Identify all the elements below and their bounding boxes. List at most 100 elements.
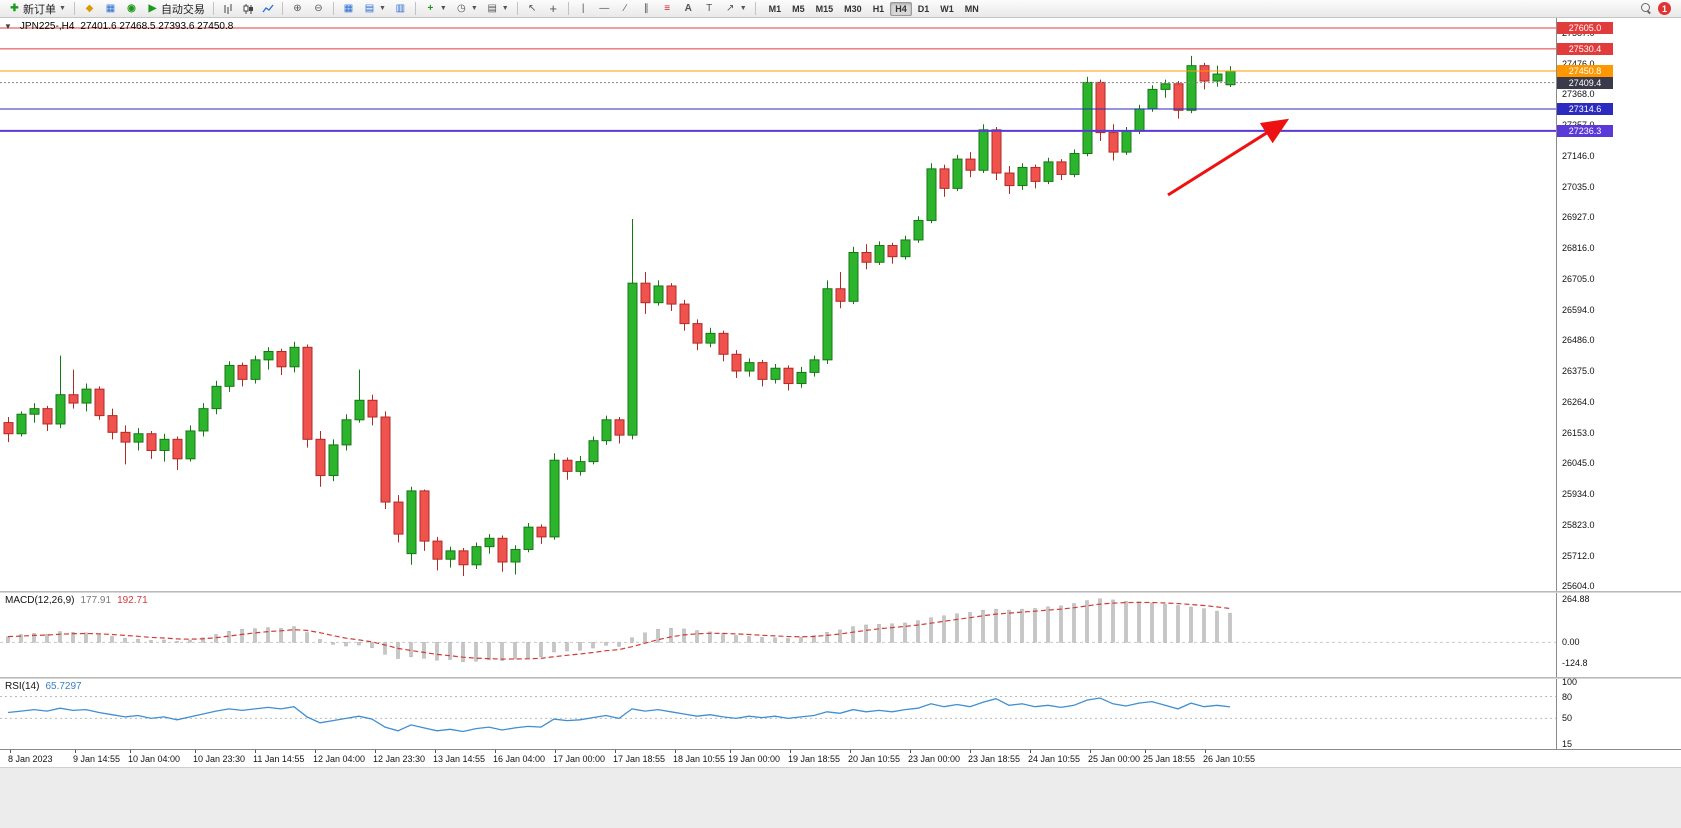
arrows-tool[interactable]: ↗ ▼ — [720, 1, 751, 17]
cursor-button[interactable]: ↖ — [522, 1, 543, 17]
rsi-axis: 100 80 50 15 — [1556, 677, 1681, 749]
time-label: 10 Jan 04:00 — [128, 754, 181, 764]
panel-separator[interactable] — [0, 677, 1681, 679]
timeframe-d1[interactable]: D1 — [913, 2, 935, 16]
candlestick-mode-button[interactable] — [238, 1, 258, 17]
price-tick-label: 25604.0 — [1562, 580, 1595, 591]
time-label: 8 Jan 2023 — [8, 754, 53, 764]
hlines-layer[interactable] — [0, 27, 1556, 132]
time-axis[interactable]: 8 Jan 2023 9 Jan 14:55 10 Jan 04:00 10 Jan … — [0, 749, 1681, 767]
hline-price-badge[interactable]: 27530.4 — [1557, 42, 1613, 55]
text-icon: A — [684, 3, 692, 14]
time-tick — [850, 750, 851, 753]
fibonacci-tool[interactable]: ≡ — [657, 1, 678, 17]
community-icon: ◉ — [127, 3, 136, 14]
community-button[interactable]: ◉ — [121, 1, 142, 17]
template-icon: ▤ — [487, 3, 497, 14]
periods-button[interactable]: ◷ ▼ — [451, 1, 482, 17]
tile-windows-button[interactable]: ▦ — [338, 1, 359, 17]
text-label-tool[interactable]: T — [699, 1, 720, 17]
text-label-icon: T — [706, 3, 713, 14]
time-label: 12 Jan 23:30 — [373, 754, 426, 764]
trendline-tool[interactable]: ∕ — [615, 1, 636, 17]
main-chart-canvas[interactable] — [0, 18, 1556, 591]
indicators-button[interactable]: + ▼ — [420, 1, 451, 17]
mql5-market-button[interactable]: ◆ — [79, 1, 100, 17]
candlestick-icon — [243, 3, 253, 14]
text-tool[interactable]: A — [678, 1, 699, 17]
timeframe-mn[interactable]: MN — [960, 2, 984, 16]
rsi-panel[interactable]: RSI(14) 65.7297 — [0, 679, 1556, 749]
arrange-windows-button[interactable]: ▥ — [390, 1, 411, 17]
macd-histogram — [6, 598, 1232, 663]
search-icon[interactable] — [1641, 3, 1652, 14]
price-tick-label: 27476.0 — [1562, 59, 1595, 69]
zoom-out-button[interactable]: ⊖ — [308, 1, 329, 17]
time-tick — [790, 750, 791, 753]
timeframe-m30[interactable]: M30 — [839, 2, 867, 16]
time-label: 17 Jan 00:00 — [553, 754, 606, 764]
cascade-windows-button[interactable]: ▤ ▼ — [359, 1, 390, 17]
hline-price-badge[interactable]: 27236.3 — [1557, 124, 1613, 137]
vertical-line-tool[interactable]: | — [573, 1, 594, 17]
bar-chart-mode-button[interactable] — [218, 1, 238, 17]
time-tick — [495, 750, 496, 753]
hline-price-badge[interactable]: 27450.8 — [1557, 65, 1613, 78]
time-tick — [1205, 750, 1206, 753]
time-tick — [375, 750, 376, 753]
timeframe-m5[interactable]: M5 — [787, 2, 810, 16]
price-tick-label: 26705.0 — [1562, 273, 1595, 284]
time-label: 11 Jan 14:55 — [253, 754, 305, 764]
vertical-line-icon: | — [581, 3, 585, 14]
hline-price-badge[interactable]: 27314.6 — [1557, 103, 1613, 115]
zoom-in-button[interactable]: ⊕ — [287, 1, 308, 17]
price-tick-label: 26375.0 — [1562, 366, 1595, 376]
timeframe-m1[interactable]: M1 — [764, 2, 787, 16]
chevron-down-icon: ▼ — [470, 5, 478, 12]
timeframe-h4[interactable]: H4 — [890, 1, 912, 16]
red-arrow-annotation[interactable] — [1167, 118, 1290, 197]
new-order-button[interactable]: ✚ 新订单 ▼ — [4, 1, 70, 17]
time-tick — [130, 750, 131, 753]
rsi-canvas[interactable] — [0, 679, 1556, 749]
timeframe-w1[interactable]: W1 — [935, 2, 959, 16]
cursor-icon: ↖ — [527, 3, 537, 14]
crosshair-button[interactable]: + — [543, 1, 564, 17]
time-tick — [315, 750, 316, 753]
price-tick-label: 27146.0 — [1562, 151, 1595, 162]
time-label: 18 Jan 10:55 — [673, 754, 726, 764]
autotrading-button[interactable]: ▶ 自动交易 — [142, 1, 209, 17]
line-chart-mode-button[interactable] — [258, 1, 278, 17]
horizontal-line-tool[interactable]: — — [594, 1, 615, 17]
one-click-trading-arrow-icon[interactable]: ▼ — [4, 22, 12, 31]
main-chart-plot[interactable]: ▼ JPN225-,H4 27401.6 27468.5 27393.6 274… — [0, 18, 1556, 591]
time-tick — [615, 750, 616, 753]
chevron-down-icon: ▼ — [739, 5, 747, 12]
price-tick-label: 26045.0 — [1562, 458, 1595, 469]
timeframe-h1[interactable]: H1 — [868, 2, 890, 16]
hline-price-badge[interactable]: 27605.0 — [1557, 22, 1613, 35]
channel-tool[interactable]: ∥ — [636, 1, 657, 17]
time-label: 19 Jan 18:55 — [788, 754, 841, 764]
timeframe-m15[interactable]: M15 — [811, 2, 839, 16]
time-tick — [1145, 750, 1146, 753]
notification-badge[interactable]: 1 — [1658, 2, 1671, 15]
macd-tick-label: 264.88 — [1562, 593, 1590, 604]
time-tick — [1090, 750, 1091, 753]
price-tick-label: 26594.0 — [1562, 304, 1595, 315]
window-bottom-area — [0, 767, 1681, 828]
time-label: 24 Jan 10:55 — [1028, 754, 1081, 764]
charts-window-button[interactable]: ▦ — [100, 1, 121, 17]
rsi-value: 65.7297 — [45, 681, 82, 692]
templates-button[interactable]: ▤ ▼ — [482, 1, 513, 17]
zoom-in-icon: ⊕ — [293, 3, 302, 14]
time-label: 26 Jan 10:55 — [1203, 754, 1256, 764]
panel-separator[interactable] — [0, 591, 1681, 593]
macd-panel[interactable]: MACD(12,26,9) 177.91 192.71 — [0, 593, 1556, 677]
time-tick — [1030, 750, 1031, 753]
macd-canvas[interactable] — [0, 593, 1556, 677]
price-axis[interactable]: 27587.027476.027368.027257.027146.027035… — [1556, 18, 1681, 591]
price-tick-label: 25712.0 — [1562, 550, 1595, 561]
bar-chart-icon — [224, 3, 232, 14]
